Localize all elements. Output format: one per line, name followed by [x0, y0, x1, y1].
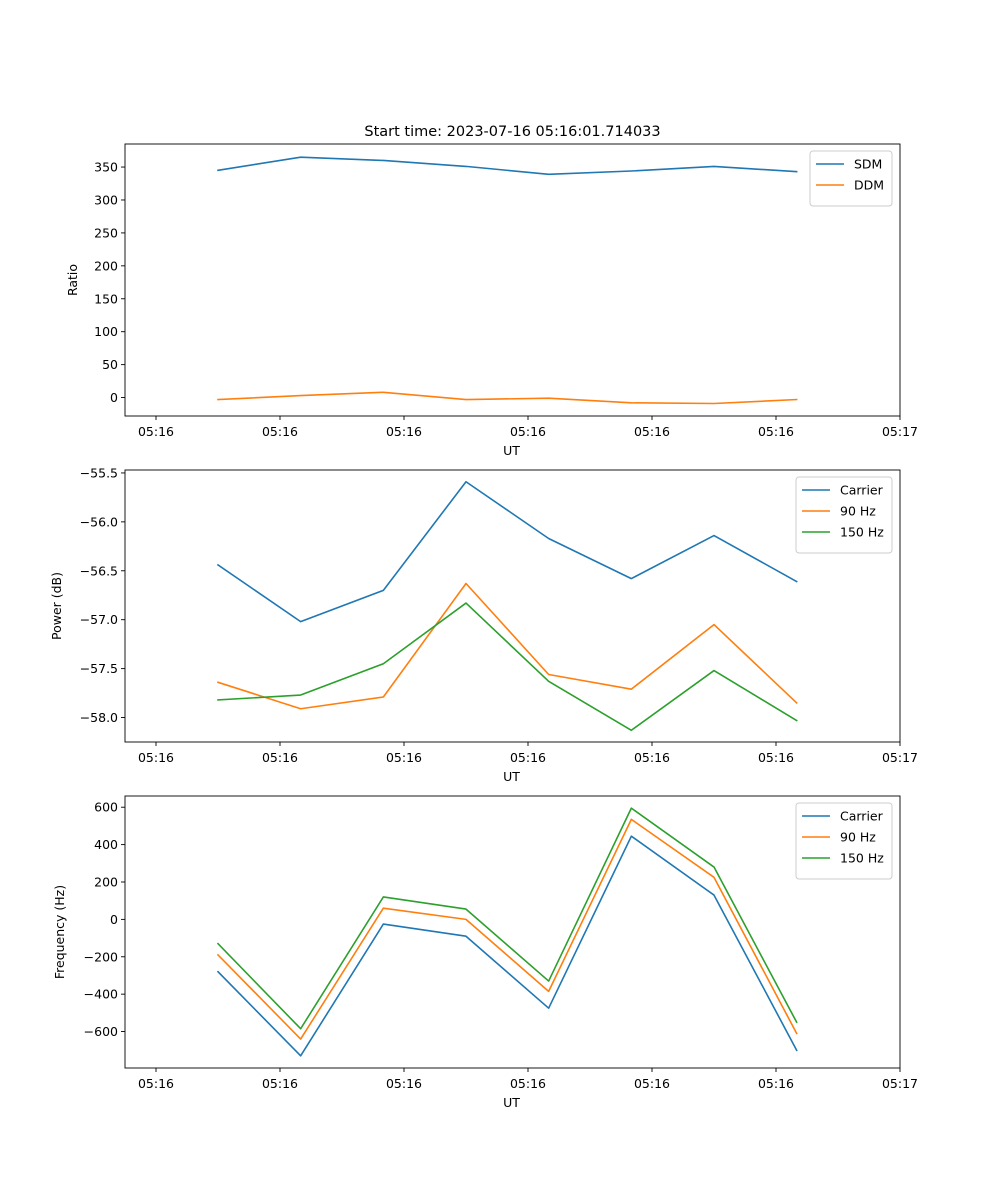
x-axis-label: UT	[503, 1095, 520, 1110]
x-tick-label: 05:16	[386, 424, 422, 439]
x-tick-label: 05:16	[138, 1076, 174, 1091]
legend-entry: 150 Hz	[840, 525, 884, 540]
legend-entry: 90 Hz	[840, 830, 876, 845]
panel-2: 05:16 05:16 05:16 05:16 05:16 05:16 05:17 −58.0…	[49, 465, 918, 784]
x-tick-label: 05:16	[262, 424, 298, 439]
y-tick-label: −58.0	[80, 710, 118, 725]
legend: Carrier 90 Hz 150 Hz	[795, 476, 893, 554]
y-tick-label: 200	[94, 258, 118, 273]
axes-frame	[124, 469, 901, 743]
x-axis-label: UT	[503, 769, 520, 784]
x-tick-label: 05:16	[386, 750, 422, 765]
legend-entry: DDM	[854, 178, 884, 193]
y-tick-label: 400	[94, 837, 118, 852]
y-tick-label: −600	[84, 1024, 118, 1039]
x-tick-label: 05:16	[510, 1076, 546, 1091]
series-line-carrier	[216, 480, 798, 623]
y-tick-label: 0	[110, 390, 118, 405]
y-axis-label: Frequency (Hz)	[52, 885, 67, 979]
y-axis-label: Ratio	[65, 264, 80, 296]
y-tick-label: −56.5	[80, 563, 118, 578]
series-line-90-hz	[216, 818, 798, 1040]
panel-1: 05:16 05:16 05:16 05:16 05:16 05:16 05:17 0 50 10…	[65, 143, 918, 458]
legend-entry: Carrier	[840, 809, 884, 824]
series-line-ddm	[217, 391, 798, 405]
y-tick-label: −55.5	[80, 465, 118, 480]
figure-title: Start time: 2023-07-16 05:16:01.714033	[364, 124, 660, 140]
series-line-carrier	[216, 835, 798, 1057]
y-tick-label: −57.5	[80, 661, 118, 676]
series-line-150-hz	[216, 807, 798, 1030]
x-tick-label: 05:17	[882, 1076, 918, 1091]
legend: Carrier 90 Hz 150 Hz	[795, 802, 893, 880]
x-axis-label: UT	[503, 443, 520, 458]
series-line-sdm	[217, 156, 798, 176]
panel-3: 05:16 05:16 05:16 05:16 05:16 05:16 05:17 −600 −…	[52, 795, 918, 1110]
y-tick-label: 350	[94, 160, 118, 175]
legend-entry: SDM	[854, 157, 882, 172]
x-tick-label: 05:16	[138, 424, 174, 439]
y-tick-label: 100	[94, 324, 118, 339]
y-tick-label: 250	[94, 225, 118, 240]
x-tick-label: 05:16	[634, 1076, 670, 1091]
x-tick-label: 05:16	[758, 1076, 794, 1091]
x-tick-label: 05:16	[510, 750, 546, 765]
x-tick-label: 05:16	[634, 750, 670, 765]
legend-entry: 90 Hz	[840, 504, 876, 519]
y-tick-label: 600	[94, 800, 118, 815]
x-tick-label: 05:16	[262, 1076, 298, 1091]
legend-entry: 150 Hz	[840, 851, 884, 866]
panels: 05:16 05:16 05:16 05:16 05:16 05:16 05:17 0 50 10…	[49, 143, 918, 1110]
y-tick-label: −57.0	[80, 612, 118, 627]
axes-frame	[124, 143, 901, 417]
x-tick-label: 05:16	[758, 750, 794, 765]
x-tick-label: 05:16	[262, 750, 298, 765]
y-tick-label: 200	[94, 874, 118, 889]
x-tick-label: 05:16	[386, 1076, 422, 1091]
legend-entry: Carrier	[840, 483, 884, 498]
x-tick-label: 05:17	[882, 424, 918, 439]
series-line-150-hz	[217, 602, 798, 732]
y-tick-label: −56.0	[80, 514, 118, 529]
axes-frame	[124, 795, 901, 1069]
legend-frame	[795, 476, 893, 554]
y-axis-label: Power (dB)	[49, 572, 64, 640]
x-tick-label: 05:17	[882, 750, 918, 765]
y-tick-label: 150	[94, 291, 118, 306]
y-tick-label: −400	[84, 987, 118, 1002]
y-tick-label: 300	[94, 192, 118, 207]
legend: SDM DDM	[809, 150, 893, 207]
x-tick-label: 05:16	[758, 424, 794, 439]
series-line-90-hz	[216, 582, 798, 710]
y-tick-label: 50	[102, 357, 118, 372]
legend-frame	[795, 802, 893, 880]
y-tick-label: 0	[110, 912, 118, 927]
y-tick-label: −200	[84, 949, 118, 964]
x-tick-label: 05:16	[510, 424, 546, 439]
x-tick-label: 05:16	[634, 424, 670, 439]
x-tick-label: 05:16	[138, 750, 174, 765]
